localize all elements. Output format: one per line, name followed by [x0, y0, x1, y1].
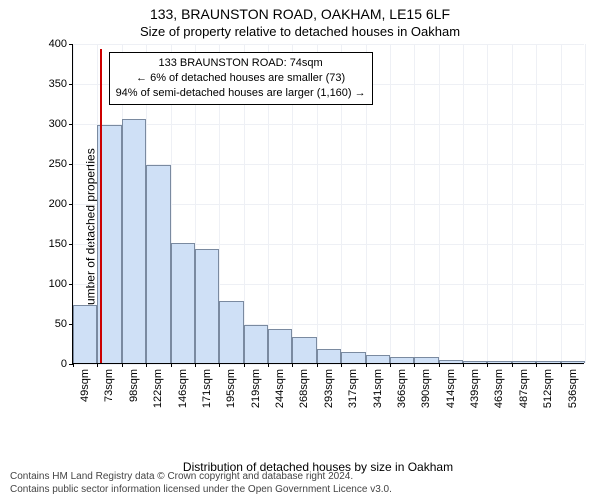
- x-tick-label: 49sqm: [79, 369, 91, 402]
- x-tick-label: 341sqm: [372, 369, 384, 408]
- histogram-bar: [390, 357, 414, 363]
- chart-container: Number of detached properties 0501001502…: [48, 44, 588, 418]
- page-title-sub: Size of property relative to detached ho…: [0, 22, 600, 39]
- histogram-bar: [171, 243, 195, 363]
- x-tick-label: 390sqm: [420, 369, 432, 408]
- x-tick-label: 317sqm: [347, 369, 359, 408]
- histogram-bar: [244, 325, 268, 363]
- histogram-bar: [122, 119, 146, 363]
- histogram-bar: [414, 357, 438, 363]
- histogram-bar: [512, 361, 536, 363]
- histogram-bar: [219, 301, 243, 363]
- histogram-bar: [561, 361, 585, 363]
- page-title-address: 133, BRAUNSTON ROAD, OAKHAM, LE15 6LF: [0, 0, 600, 22]
- attribution-footer: Contains HM Land Registry data © Crown c…: [0, 470, 600, 496]
- x-tick-label: 293sqm: [323, 369, 335, 408]
- callout-line-2: ← 6% of detached houses are smaller (73): [116, 71, 366, 86]
- x-tick-label: 487sqm: [518, 369, 530, 408]
- x-tick-label: 536sqm: [567, 369, 579, 408]
- property-marker-line: [100, 49, 102, 363]
- x-tick-label: 414sqm: [445, 369, 457, 408]
- histogram-bar: [292, 337, 316, 363]
- callout-line-3: 94% of semi-detached houses are larger (…: [116, 86, 366, 101]
- x-tick-label: 366sqm: [396, 369, 408, 408]
- footer-line-2: Contains public sector information licen…: [10, 483, 600, 496]
- callout-line-1: 133 BRAUNSTON ROAD: 74sqm: [116, 56, 366, 71]
- histogram-bar: [317, 349, 341, 363]
- histogram-bar: [268, 329, 292, 363]
- callout-box: 133 BRAUNSTON ROAD: 74sqm ← 6% of detach…: [109, 52, 373, 105]
- x-tick-label: 463sqm: [493, 369, 505, 408]
- x-tick-label: 73sqm: [103, 369, 115, 402]
- x-tick-label: 171sqm: [201, 369, 213, 408]
- histogram-bar: [146, 165, 170, 363]
- histogram-bar: [463, 361, 487, 363]
- histogram-bar: [487, 361, 511, 363]
- histogram-bar: [195, 249, 219, 363]
- histogram-bar: [341, 352, 365, 363]
- x-tick-label: 98sqm: [128, 369, 140, 402]
- histogram-bar: [536, 361, 560, 363]
- x-tick-label: 268sqm: [298, 369, 310, 408]
- x-tick-label: 512sqm: [542, 369, 554, 408]
- x-tick-label: 244sqm: [274, 369, 286, 408]
- footer-line-1: Contains HM Land Registry data © Crown c…: [10, 470, 600, 483]
- x-tick-label: 439sqm: [469, 369, 481, 408]
- histogram-bar: [73, 305, 97, 363]
- x-tick-label: 219sqm: [250, 369, 262, 408]
- histogram-bar: [439, 360, 463, 363]
- x-tick-label: 195sqm: [225, 369, 237, 408]
- x-tick-label: 146sqm: [177, 369, 189, 408]
- x-tick-label: 122sqm: [152, 369, 164, 408]
- histogram-bar: [366, 355, 390, 363]
